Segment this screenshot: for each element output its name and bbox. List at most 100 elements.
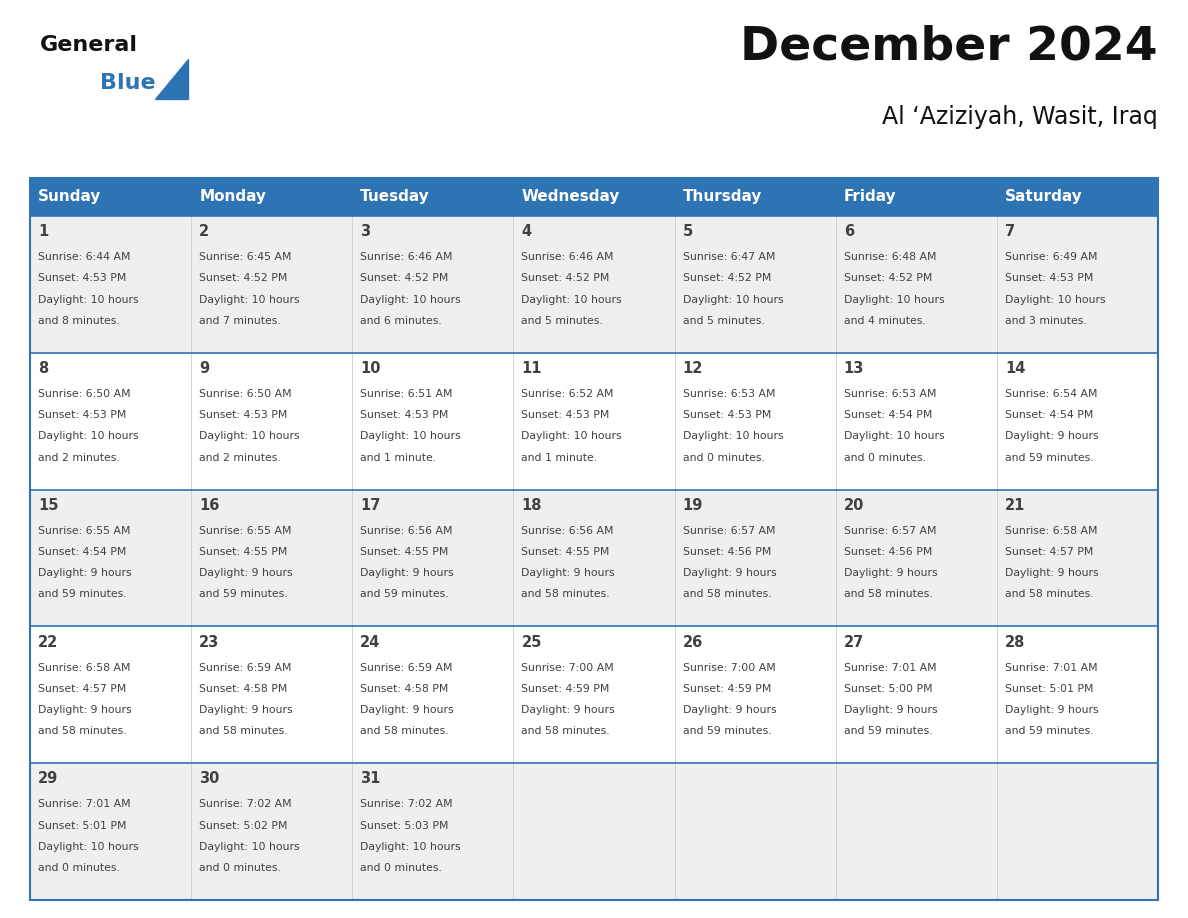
Text: 25: 25 [522,634,542,650]
Text: Sunset: 5:00 PM: Sunset: 5:00 PM [843,684,933,694]
Text: 13: 13 [843,361,864,376]
Text: Daylight: 10 hours: Daylight: 10 hours [360,295,461,305]
Text: Daylight: 9 hours: Daylight: 9 hours [360,568,454,578]
Text: 3: 3 [360,224,371,240]
Text: and 59 minutes.: and 59 minutes. [1005,726,1093,736]
Text: Daylight: 9 hours: Daylight: 9 hours [200,705,292,715]
Text: 17: 17 [360,498,380,513]
Text: Sunset: 4:53 PM: Sunset: 4:53 PM [1005,274,1093,284]
Bar [353,178,513,216]
Text: Daylight: 10 hours: Daylight: 10 hours [1005,295,1106,305]
Text: Sunrise: 6:58 AM: Sunrise: 6:58 AM [1005,526,1098,536]
Text: and 58 minutes.: and 58 minutes. [360,726,449,736]
Text: Sunset: 4:54 PM: Sunset: 4:54 PM [843,410,933,420]
Text: 24: 24 [360,634,380,650]
Text: 31: 31 [360,771,380,787]
Text: Sunset: 4:55 PM: Sunset: 4:55 PM [360,547,449,557]
Text: 2: 2 [200,224,209,240]
Text: and 58 minutes.: and 58 minutes. [843,589,933,599]
Text: Sunset: 4:56 PM: Sunset: 4:56 PM [843,547,933,557]
Text: Sunrise: 7:01 AM: Sunrise: 7:01 AM [843,663,936,673]
Text: 20: 20 [843,498,864,513]
Text: Sunset: 4:53 PM: Sunset: 4:53 PM [683,410,771,420]
Bar [191,178,353,216]
Text: and 0 minutes.: and 0 minutes. [38,863,120,873]
Text: Daylight: 10 hours: Daylight: 10 hours [38,431,139,442]
Text: Sunrise: 6:48 AM: Sunrise: 6:48 AM [843,252,936,263]
Text: Daylight: 10 hours: Daylight: 10 hours [843,431,944,442]
Text: Daylight: 10 hours: Daylight: 10 hours [200,842,299,852]
Text: Sunset: 5:03 PM: Sunset: 5:03 PM [360,821,449,831]
Bar [675,178,835,216]
Text: Sunset: 4:59 PM: Sunset: 4:59 PM [522,684,609,694]
Text: and 7 minutes.: and 7 minutes. [200,316,280,326]
Text: 4: 4 [522,224,531,240]
Text: Sunset: 4:52 PM: Sunset: 4:52 PM [522,274,609,284]
Text: Sunrise: 6:45 AM: Sunrise: 6:45 AM [200,252,292,263]
Text: and 59 minutes.: and 59 minutes. [1005,453,1093,463]
Text: 12: 12 [683,361,703,376]
Text: Wednesday: Wednesday [522,189,620,205]
Text: 15: 15 [38,498,58,513]
Text: Monday: Monday [200,189,266,205]
Text: and 0 minutes.: and 0 minutes. [683,453,765,463]
Text: Sunset: 5:01 PM: Sunset: 5:01 PM [38,821,127,831]
Bar [835,178,997,216]
Text: and 3 minutes.: and 3 minutes. [1005,316,1087,326]
Bar [30,489,1158,626]
Text: Daylight: 9 hours: Daylight: 9 hours [683,705,776,715]
Text: and 58 minutes.: and 58 minutes. [683,589,771,599]
Text: Sunset: 4:52 PM: Sunset: 4:52 PM [843,274,933,284]
Text: and 8 minutes.: and 8 minutes. [38,316,120,326]
Text: Tuesday: Tuesday [360,189,430,205]
Text: Sunrise: 6:59 AM: Sunrise: 6:59 AM [200,663,292,673]
Text: Sunset: 4:53 PM: Sunset: 4:53 PM [38,410,126,420]
Text: Al ‘Aziziyah, Wasit, Iraq: Al ‘Aziziyah, Wasit, Iraq [883,105,1158,129]
Text: Daylight: 9 hours: Daylight: 9 hours [843,705,937,715]
Text: Daylight: 9 hours: Daylight: 9 hours [1005,568,1099,578]
Text: Sunset: 4:54 PM: Sunset: 4:54 PM [38,547,126,557]
Text: and 2 minutes.: and 2 minutes. [200,453,280,463]
Text: Daylight: 10 hours: Daylight: 10 hours [683,295,783,305]
Text: Sunrise: 6:50 AM: Sunrise: 6:50 AM [200,389,292,399]
Text: Sunset: 5:02 PM: Sunset: 5:02 PM [200,821,287,831]
Text: Sunrise: 7:02 AM: Sunrise: 7:02 AM [360,800,453,810]
Text: Sunrise: 7:00 AM: Sunrise: 7:00 AM [683,663,776,673]
Text: Daylight: 10 hours: Daylight: 10 hours [38,842,139,852]
Text: Daylight: 10 hours: Daylight: 10 hours [200,295,299,305]
Bar [30,178,191,216]
Text: Sunset: 4:53 PM: Sunset: 4:53 PM [200,410,287,420]
Bar [30,353,1158,489]
Text: and 59 minutes.: and 59 minutes. [200,589,287,599]
Text: Thursday: Thursday [683,189,762,205]
Text: 23: 23 [200,634,220,650]
Text: 8: 8 [38,361,49,376]
Text: Sunrise: 6:49 AM: Sunrise: 6:49 AM [1005,252,1098,263]
Text: Sunrise: 6:53 AM: Sunrise: 6:53 AM [683,389,775,399]
Text: Sunset: 4:54 PM: Sunset: 4:54 PM [1005,410,1093,420]
Bar [30,763,1158,900]
Bar [997,178,1158,216]
Text: 18: 18 [522,498,542,513]
Text: Daylight: 10 hours: Daylight: 10 hours [522,295,623,305]
Text: Daylight: 9 hours: Daylight: 9 hours [200,568,292,578]
Bar [30,626,1158,763]
Text: Sunset: 4:57 PM: Sunset: 4:57 PM [38,684,126,694]
Bar [30,216,1158,353]
Text: Sunset: 4:52 PM: Sunset: 4:52 PM [683,274,771,284]
Text: 29: 29 [38,771,58,787]
Text: and 1 minute.: and 1 minute. [360,453,436,463]
Text: 7: 7 [1005,224,1015,240]
Text: Sunrise: 6:55 AM: Sunrise: 6:55 AM [38,526,131,536]
Text: and 0 minutes.: and 0 minutes. [200,863,282,873]
Text: Daylight: 10 hours: Daylight: 10 hours [360,842,461,852]
Text: Sunset: 4:59 PM: Sunset: 4:59 PM [683,684,771,694]
Bar [513,178,675,216]
Text: Sunrise: 7:00 AM: Sunrise: 7:00 AM [522,663,614,673]
Text: 19: 19 [683,498,703,513]
Text: 21: 21 [1005,498,1025,513]
Text: Sunrise: 7:02 AM: Sunrise: 7:02 AM [200,800,292,810]
Text: and 6 minutes.: and 6 minutes. [360,316,442,326]
Text: Sunrise: 6:56 AM: Sunrise: 6:56 AM [522,526,614,536]
Text: Sunrise: 6:51 AM: Sunrise: 6:51 AM [360,389,453,399]
